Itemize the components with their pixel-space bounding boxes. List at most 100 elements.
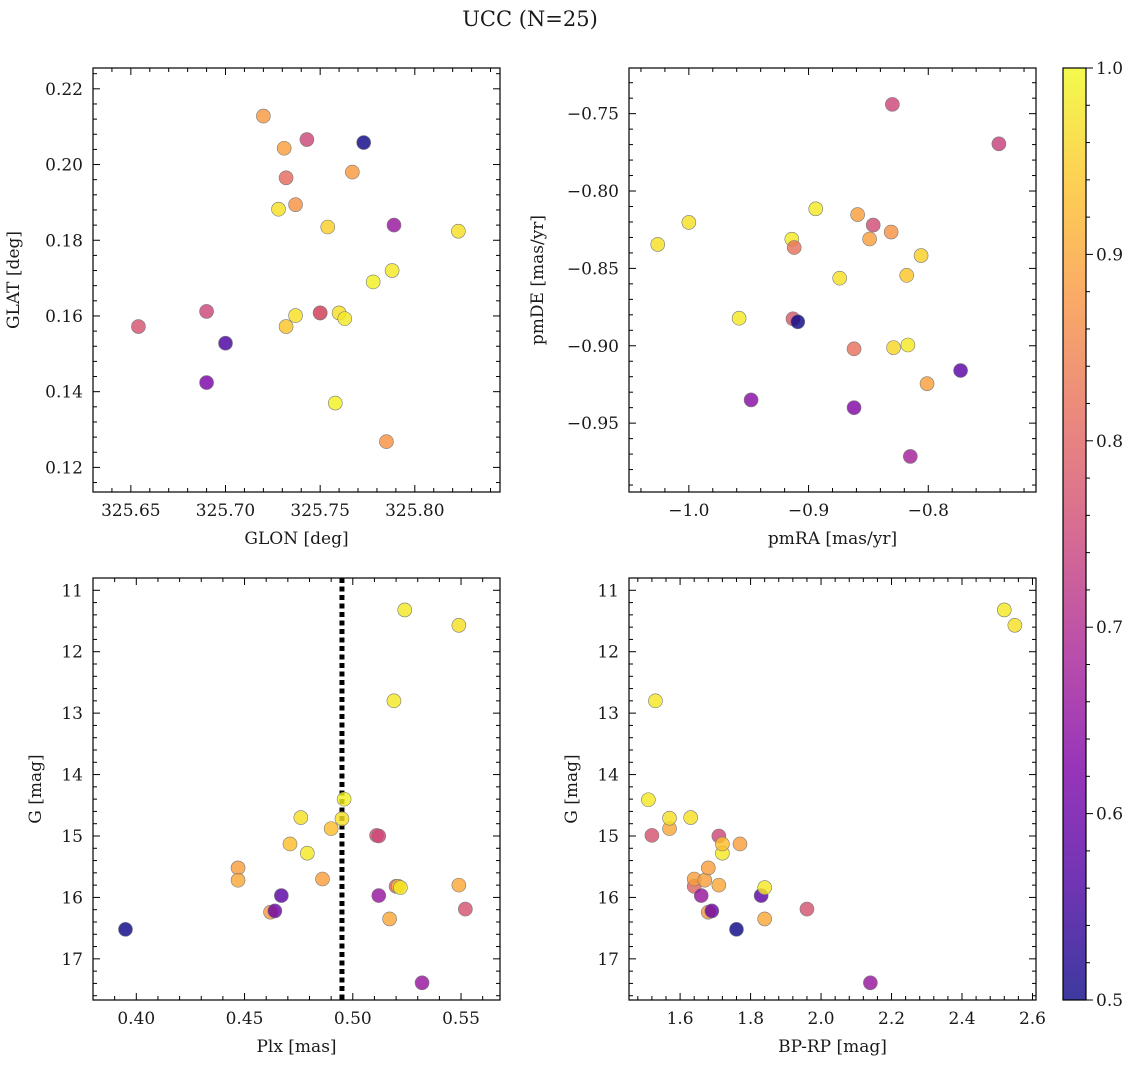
scatter-point <box>743 392 759 408</box>
scatter-point <box>356 135 372 150</box>
colorbar-tick-label: 0.8 <box>1096 432 1123 452</box>
y-tick-label: 14 <box>597 766 619 786</box>
y-tick-label: 0.16 <box>45 307 83 327</box>
x-tick-label: −0.8 <box>908 501 949 521</box>
scatter-point <box>846 400 862 415</box>
panels: 325.65 325.70 325.75 325.80 0.12 0.14 0.16 0.18… <box>4 67 1046 1057</box>
panel-top-left: 325.65 325.70 325.75 325.80 0.12 0.14 0.16 0.18… <box>4 67 501 549</box>
scatter-point <box>903 449 918 464</box>
x-tick-label: 325.80 <box>385 501 444 521</box>
x-tick-label: 325.70 <box>196 501 255 521</box>
scatter-point <box>328 395 343 411</box>
scatter-point <box>288 197 303 212</box>
scatter-point <box>371 828 387 844</box>
scatter-point <box>715 836 730 852</box>
x-tick-label: −1.0 <box>668 501 709 521</box>
colorbar-tick-label: 1.0 <box>1096 59 1123 79</box>
scatter-point <box>757 911 772 927</box>
scatter-point <box>850 207 865 222</box>
scatter-point <box>278 319 294 334</box>
y-tick-label: 15 <box>61 827 83 847</box>
scatter-point <box>288 308 303 323</box>
scatter-point <box>293 810 309 825</box>
scatter-point <box>1007 617 1023 633</box>
scatter-point <box>274 888 289 903</box>
y-tick-label: −0.80 <box>567 182 619 202</box>
y-tick-label: 0.22 <box>45 80 83 100</box>
scatter-point <box>271 201 286 217</box>
plot-frame <box>92 67 501 493</box>
scatter-point <box>732 836 748 852</box>
x-axis-label: BP-RP [mag] <box>778 1037 887 1057</box>
colorbar-ticks: 0.5 0.6 0.7 0.8 0.9 1.0 <box>1086 59 1123 1011</box>
scatter-point <box>991 136 1007 152</box>
scatter-point <box>451 223 466 239</box>
x-tick-label: 2.4 <box>948 1009 975 1029</box>
scatter-point <box>808 201 824 217</box>
x-tick-label: 325.75 <box>290 501 349 521</box>
y-tick-label: 11 <box>597 581 619 601</box>
scatter-point <box>683 810 698 825</box>
panel-bottom-left: 0.40 0.45 0.50 0.55 11 12 13 14 15 16 17 Plx [mas] G… <box>26 577 501 1057</box>
scatter-point <box>218 335 233 351</box>
x-tick-label: 2.6 <box>1019 1009 1046 1029</box>
scatter-point <box>757 880 772 895</box>
scatter-point <box>336 791 352 807</box>
scatter-point <box>379 434 394 449</box>
scatter-point <box>996 602 1012 618</box>
x-tick-label: 0.40 <box>117 1009 155 1029</box>
scatter-point <box>386 693 402 709</box>
y-tick-label: 0.18 <box>45 231 83 251</box>
x-tick-label: −0.9 <box>788 501 829 521</box>
scatter-point <box>451 617 467 633</box>
x-tick-label: 2.2 <box>878 1009 905 1029</box>
scatter-point <box>863 975 878 991</box>
scatter-point <box>320 219 336 235</box>
colorbar-tick-label: 0.9 <box>1096 245 1123 265</box>
colorbar-gradient <box>1063 68 1086 1000</box>
y-tick-label: 11 <box>61 581 83 601</box>
y-tick-label: 17 <box>61 950 83 970</box>
scatter-point <box>371 888 387 903</box>
scatter-point <box>648 693 663 709</box>
y-tick-label: −0.85 <box>567 259 619 279</box>
colorbar-tick-label: 0.5 <box>1096 991 1123 1011</box>
scatter-point <box>704 903 720 919</box>
scatter-point <box>919 376 935 391</box>
scatter-point <box>711 877 727 893</box>
figure-title: UCC (N=25) <box>462 7 598 31</box>
plot-frame <box>628 577 1037 1001</box>
scatter-point <box>299 132 315 147</box>
scatter-point <box>650 237 666 252</box>
scatter-point <box>883 224 899 240</box>
scatter-point <box>278 170 294 186</box>
colorbar-tick-label: 0.6 <box>1096 805 1123 825</box>
scatter-point <box>365 274 381 290</box>
plot-frame <box>628 67 1037 493</box>
scatter-point <box>118 922 133 937</box>
scatter-point <box>230 860 246 876</box>
scatter-point <box>414 975 430 991</box>
scatter-point <box>276 140 292 156</box>
y-axis-label: pmDE [mas/yr] <box>528 215 548 345</box>
scatter-point <box>230 872 246 888</box>
scatter-point <box>397 602 413 618</box>
x-tick-label: 1.8 <box>737 1009 764 1029</box>
y-tick-label: 15 <box>597 827 619 847</box>
scatter-point <box>900 337 916 353</box>
scatter-point <box>312 305 328 321</box>
scatter-point <box>731 310 747 326</box>
x-tick-label: 0.45 <box>226 1009 264 1029</box>
scatter-point <box>700 860 716 876</box>
x-tick-label: 0.55 <box>442 1009 480 1029</box>
scatter-point <box>832 270 847 286</box>
scatter-point <box>199 375 214 390</box>
scatter-point <box>386 217 402 233</box>
y-tick-label: 0.12 <box>45 458 83 478</box>
y-tick-label: 12 <box>61 643 83 663</box>
scatter-point <box>393 880 408 895</box>
scatter-point <box>323 821 339 836</box>
scatter-point <box>899 268 915 283</box>
scatter-point <box>862 231 877 247</box>
scatter-point <box>885 97 900 112</box>
